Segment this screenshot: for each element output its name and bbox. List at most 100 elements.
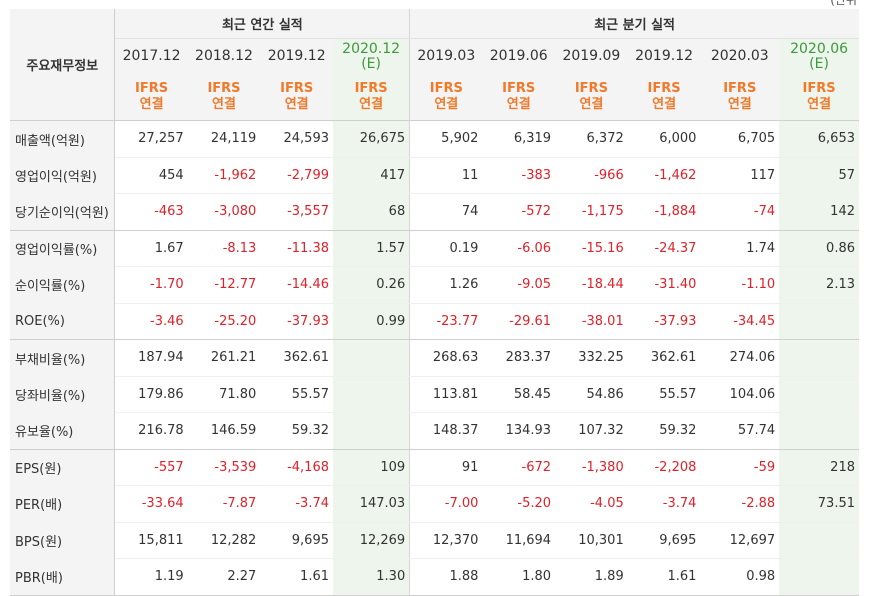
value-cell: 24,593: [260, 120, 333, 158]
period-label: 2020.03: [710, 48, 769, 64]
value-cell: -3,539: [187, 449, 261, 486]
value-cell: 73.51: [779, 485, 859, 523]
value-cell: 6,000: [627, 120, 701, 158]
table-row: 당좌비율(%) 179.86 71.80 55.57 113.81 58.45 54.86 5…: [10, 376, 859, 413]
value-cell: 55.57: [260, 376, 333, 413]
value-cell: -37.93: [260, 303, 333, 340]
table-row: 매출액(억원) 27,257 24,119 24,593 26,675 5,902 6,31…: [10, 120, 859, 158]
period-header: 2017.12: [114, 38, 188, 74]
table-row: 당기순이익(억원) -463 -3,080 -3,557 68 74 -572 -1,175-…: [10, 193, 859, 231]
value-cell: 454: [114, 157, 188, 194]
value-cell: -1,962: [187, 157, 261, 194]
value-cell: 10,301: [555, 522, 628, 559]
ifrs-label: IFRS: [429, 81, 463, 96]
period-label: 2018.12: [195, 48, 253, 64]
quarterly-group-header: 최근 분기 실적: [409, 9, 859, 39]
ifrs-label: IFRS: [647, 81, 681, 96]
value-cell: 5,902: [409, 120, 483, 158]
value-cell: -2.88: [700, 485, 780, 523]
value-cell: 104.06: [700, 376, 780, 413]
value-cell: -37.93: [627, 303, 701, 340]
value-cell: 1.19: [114, 558, 188, 596]
value-cell: -4,168: [260, 449, 333, 486]
ifrs-basis-header: IFRS 연결: [409, 74, 483, 121]
value-cell: 68: [333, 193, 410, 231]
value-cell: 0.86: [779, 230, 859, 267]
value-cell: [779, 522, 859, 559]
row-label: 매출액(억원): [10, 120, 116, 157]
value-cell: -25.20: [187, 303, 261, 340]
value-cell: -7.00: [409, 485, 483, 523]
row-label: PER(배): [10, 485, 116, 522]
table-row: 유보율(%) 216.78 146.59 59.32 148.37 134.93 107.3…: [10, 412, 859, 450]
ifrs-basis-header: IFRS 연결: [779, 74, 859, 121]
value-cell: [779, 558, 859, 596]
value-cell: 142: [779, 193, 859, 231]
ifrs-label: IFRS: [502, 81, 536, 96]
value-cell: 24,119: [187, 120, 261, 158]
value-cell: -34.45: [700, 303, 780, 340]
table-row: BPS(원) 15,811 12,282 9,695 12,269 12,370 11,69…: [10, 522, 859, 559]
value-cell: [779, 339, 859, 377]
value-cell: -33.64: [114, 485, 188, 523]
value-cell: 12,370: [409, 522, 483, 559]
table-row: 부채비율(%) 187.94 261.21 362.61 268.63 283.37 332…: [10, 339, 859, 377]
annual-group-header: 최근 연간 실적: [114, 9, 410, 39]
value-cell: 54.86: [555, 376, 628, 413]
ifrs-label: IFRS: [574, 81, 608, 96]
value-cell: 26,675: [333, 120, 410, 158]
row-label: 당기순이익(억원): [10, 193, 116, 231]
period-header: 2019.09: [555, 38, 628, 74]
table-row: 영업이익률(%) 1.67 -8.13 -11.38 1.57 0.19 -6.06 -15.…: [10, 230, 859, 267]
value-cell: 107.32: [555, 412, 628, 450]
period-label: 2020.06: [790, 40, 849, 57]
value-cell: -1.70: [114, 266, 188, 304]
value-cell: 9,695: [627, 522, 701, 559]
period-label: 2019.06: [489, 48, 548, 64]
value-cell: 1.80: [482, 558, 556, 596]
value-cell: -14.46: [260, 266, 333, 304]
value-cell: 274.06: [700, 339, 780, 377]
value-cell: 1.88: [409, 558, 483, 596]
value-cell: 0.26: [333, 266, 410, 304]
value-cell: 261.21: [187, 339, 261, 377]
ifrs-label: IFRS: [280, 81, 314, 96]
value-cell: 9,695: [260, 522, 333, 559]
value-cell: 11: [409, 157, 483, 194]
value-cell: 6,319: [482, 120, 556, 158]
ifrs-basis-header: IFRS 연결: [700, 74, 780, 121]
value-cell: -2,799: [260, 157, 333, 194]
value-cell: -3.74: [260, 485, 333, 523]
ifrs-basis-header: IFRS 연결: [260, 74, 333, 121]
value-cell: [779, 303, 859, 340]
value-cell: -23.77: [409, 303, 483, 340]
unit-note-fragment: (단위: [830, 0, 857, 7]
value-cell: 1.89: [555, 558, 628, 596]
period-label: 2017.12: [122, 48, 181, 64]
value-cell: -463: [114, 193, 188, 231]
period-header: 2020.03: [700, 38, 780, 74]
value-cell: 113.81: [409, 376, 483, 413]
value-cell: -1.10: [700, 266, 780, 304]
basis-label: 연결: [359, 97, 384, 112]
row-label: 영업이익률(%): [10, 230, 116, 267]
value-cell: 0.99: [333, 303, 410, 340]
value-cell: 179.86: [114, 376, 188, 413]
value-cell: 417: [333, 157, 410, 194]
basis-label: 연결: [506, 97, 531, 112]
ifrs-basis-header: IFRS 연결: [333, 74, 410, 121]
value-cell: -29.61: [482, 303, 556, 340]
value-cell: [779, 412, 859, 450]
value-cell: -7.87: [187, 485, 261, 523]
value-cell: 27,257: [114, 120, 188, 158]
value-cell: 0.98: [700, 558, 780, 596]
estimate-marker: (E): [361, 55, 381, 72]
value-cell: -24.37: [627, 230, 701, 267]
value-cell: [333, 376, 410, 413]
value-cell: 1.61: [627, 558, 701, 596]
ifrs-label: IFRS: [354, 81, 388, 96]
value-cell: [779, 376, 859, 413]
period-header: 2019.12: [260, 38, 333, 74]
period-header: 2019.06: [482, 38, 556, 74]
value-cell: 6,653: [779, 120, 859, 158]
